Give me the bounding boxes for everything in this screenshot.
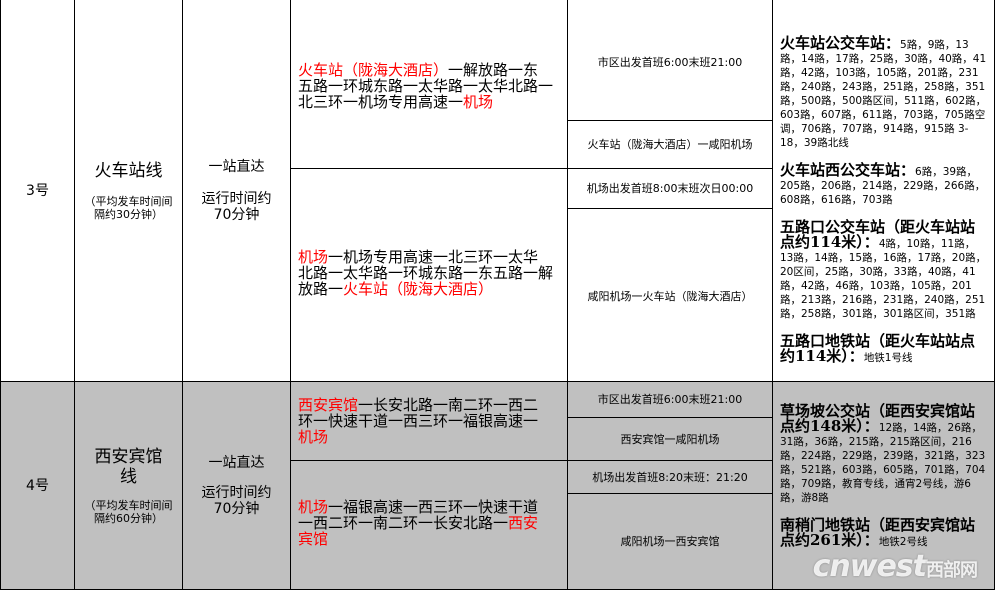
station-lines: 5路，9路，13路，14路，17路，25路，30路，40路，41路，42路，10…: [780, 39, 987, 149]
route-start: 机场: [298, 498, 329, 516]
station-name: 火车站公交车站：: [780, 34, 901, 52]
transfer-station: 火车站西公交车站：6路，39路，205路，206路，214路，229路，266路…: [780, 161, 988, 207]
row-number-cell: 4号: [0, 382, 75, 590]
duration: 运行时间约70分钟: [201, 190, 272, 223]
watermark-latin: cnwest: [812, 549, 927, 584]
outbound-direction: 西安宾馆一咸阳机场: [568, 418, 773, 461]
row-number: 3号: [26, 182, 49, 199]
interval-note: （平均发车时间间隔约30分钟）: [84, 194, 173, 221]
row-number-cell: 3号: [0, 0, 75, 382]
schedule-text: 市区出发首班6:00末班21:00: [597, 56, 743, 69]
station-lines: 地铁2号线: [878, 536, 928, 548]
transfer-station: 五路口地铁站（距火车站站点约114米）：地铁1号线: [780, 332, 988, 365]
route-path: 一机场专用高速一北三环一太华北路一太华路一环城东路一东五路一解放路一: [298, 248, 554, 298]
service-type: 一站直达: [208, 158, 265, 175]
watermark-logo: cnwest西部网: [812, 549, 978, 584]
outbound-direction: 火车站（陇海大酒店）一咸阳机场: [568, 121, 773, 169]
route-path: 一解放路一东五路一环城东路一太华路一太华北路一北三环一机场专用高速一: [298, 61, 554, 111]
transfer-station: 五路口公交车站（距火车站站点约114米）：4路，10路，11路，13路，14路，…: [780, 218, 988, 321]
line-name-cell: 火车站线 （平均发车时间间隔约30分钟）: [75, 0, 183, 382]
airport-departure-schedule: 机场出发首班8:00末班次日00:00: [568, 169, 773, 209]
station-name: 五路口地铁站（距火车站站点约114米）：: [780, 332, 976, 365]
outbound-route: 西安宾馆一长安北路一南二环一西二环一快速干道一西三环一福银高速一机场: [291, 382, 568, 461]
service-cell: 一站直达 运行时间约70分钟: [183, 0, 291, 382]
station-lines: 4路，10路，11路，13路，14路，15路，16路，17路，20路，20区间，…: [780, 238, 987, 320]
schedule-text: 机场出发首班8:20末班：21:20: [592, 470, 748, 484]
inbound-direction: 咸阳机场一火车站（陇海大酒店）: [568, 209, 773, 382]
route-end: 机场: [298, 428, 329, 446]
outbound-route: 火车站（陇海大酒店）一解放路一东五路一环城东路一太华路一太华北路一北三环一机场专…: [291, 0, 568, 169]
direction-text: 咸阳机场一火车站（陇海大酒店）: [587, 290, 753, 303]
inbound-route: 机场一福银高速一西三环一快速干道一西二环一南二环一长安北路一西安宾馆: [291, 461, 568, 590]
schedule-text: 机场出发首班8:00末班次日00:00: [586, 182, 754, 195]
route-end: 机场: [463, 93, 494, 111]
inbound-route: 机场一机场专用高速一北三环一太华北路一太华路一环城东路一东五路一解放路一火车站（…: [291, 169, 568, 382]
line-name: 火车站线: [94, 160, 163, 181]
station-name: 火车站西公交车站：: [780, 161, 916, 179]
direction-text: 咸阳机场一西安宾馆: [620, 535, 720, 548]
route-start: 西安宾馆: [298, 396, 359, 414]
station-name: 草场坡公交站（距西安宾馆站点约148米）：: [780, 402, 976, 435]
direction-text: 火车站（陇海大酒店）一咸阳机场: [587, 138, 753, 151]
station-lines: 12路，14路，26路，31路，36路，215路，215路区间，216路，224…: [780, 422, 986, 504]
city-departure-schedule: 市区出发首班6:00末班21:00: [568, 0, 773, 121]
station-name: 南稍门地铁站（距西安宾馆站点约261米）：: [780, 516, 976, 549]
duration: 运行时间约70分钟: [201, 484, 272, 517]
line-name: 西安宾馆线: [94, 446, 163, 487]
inbound-direction: 咸阳机场一西安宾馆: [568, 494, 773, 590]
route-path: 一长安北路一南二环一西二环一快速干道一西三环一福银高速一: [298, 396, 539, 430]
station-lines: 6路，39路，205路，206路，214路，229路，266路，608路，616…: [780, 166, 986, 206]
schedule-text: 市区出发首班6:00末班21:00: [597, 393, 743, 406]
route-end: 火车站（陇海大酒店）: [343, 280, 494, 298]
station-lines: 地铁1号线: [863, 352, 913, 364]
route-path: 一福银高速一西三环一快速干道一西二环一南二环一长安北路一: [298, 498, 539, 532]
watermark-chinese: 西部网: [926, 560, 978, 581]
transfer-station: 南稍门地铁站（距西安宾馆站点约261米）：地铁2号线: [780, 516, 988, 549]
transfer-info: 草场坡公交站（距西安宾馆站点约148米）：12路，14路，26路，31路，36路…: [773, 382, 995, 590]
direction-text: 西安宾馆一咸阳机场: [620, 432, 720, 446]
airport-departure-schedule: 机场出发首班8:20末班：21:20: [568, 461, 773, 494]
interval-note: （平均发车时间间隔约60分钟）: [84, 498, 173, 525]
row-number: 4号: [26, 477, 49, 494]
transfer-station: 草场坡公交站（距西安宾馆站点约148米）：12路，14路，26路，31路，36路…: [780, 402, 988, 505]
route-start: 机场: [298, 248, 329, 266]
line-name-cell: 西安宾馆线 （平均发车时间间隔约60分钟）: [75, 382, 183, 590]
service-type: 一站直达: [208, 454, 265, 471]
city-departure-schedule: 市区出发首班6:00末班21:00: [568, 382, 773, 418]
transfer-station: 火车站公交车站：5路，9路，13路，14路，17路，25路，30路，40路，41…: [780, 34, 988, 150]
route-start: 火车站（陇海大酒店）: [298, 61, 449, 79]
route-end: 西安宾馆: [298, 514, 539, 548]
station-name: 五路口公交车站（距火车站站点约114米）：: [780, 218, 976, 251]
service-cell: 一站直达 运行时间约70分钟: [183, 382, 291, 590]
transfer-info: 火车站公交车站：5路，9路，13路，14路，17路，25路，30路，40路，41…: [773, 0, 995, 382]
